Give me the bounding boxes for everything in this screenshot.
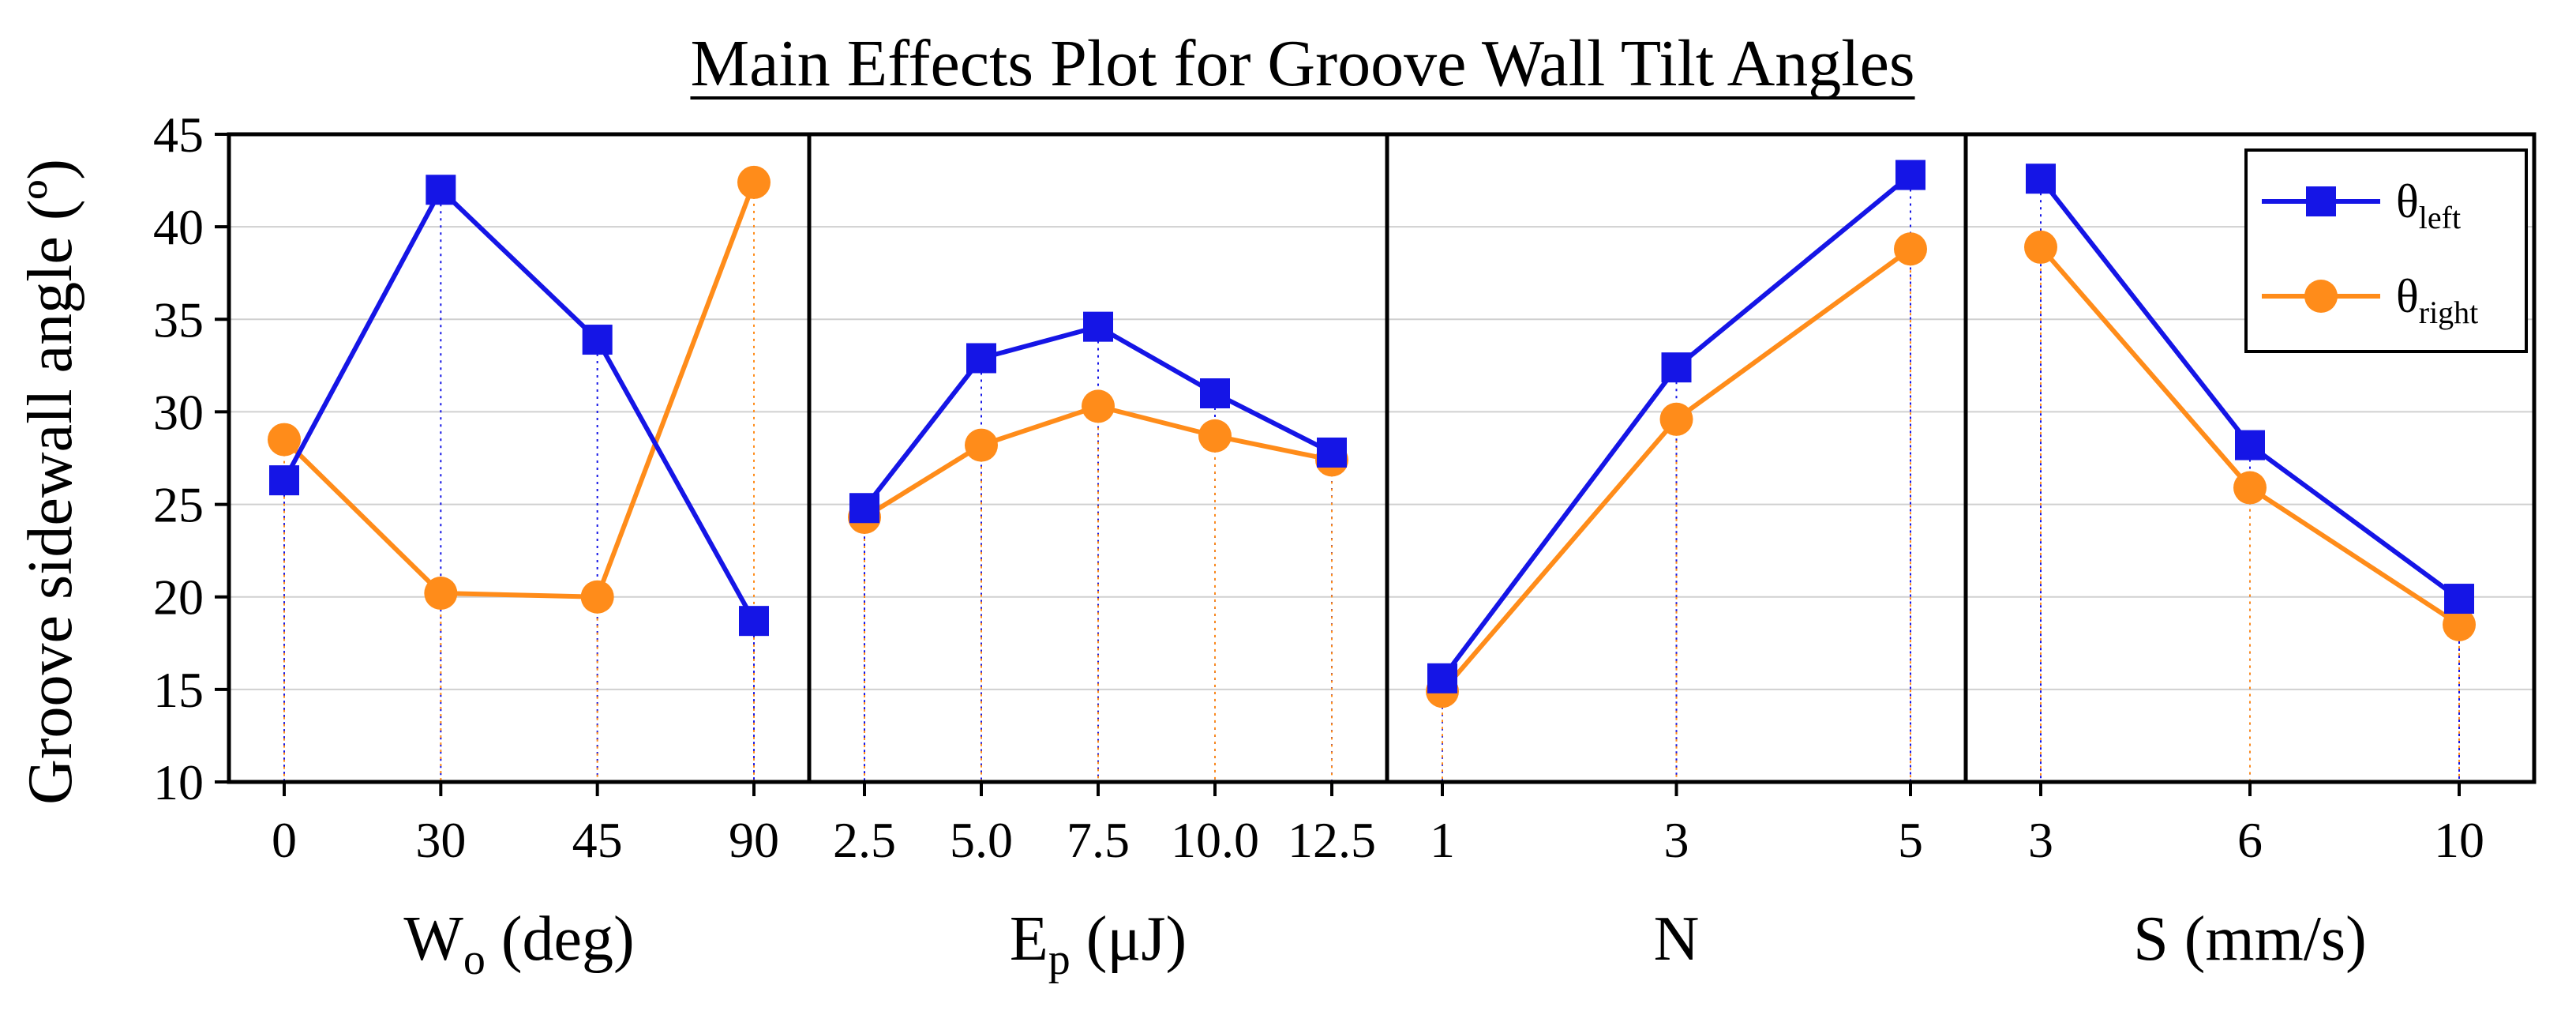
marker-n-right-2 [1894,232,1927,266]
marker-wo-right-3 [737,165,771,199]
marker-ep-left-2 [1083,311,1113,342]
y-tick-label-45: 45 [153,107,204,163]
marker-s-right-0 [2024,230,2057,264]
marker-wo-left-1 [426,175,456,205]
marker-wo-left-2 [582,325,613,355]
legend-box [2244,148,2528,353]
x-tick-label-n-1: 3 [1664,812,1689,868]
grid-layer [229,133,2534,690]
marker-wo-right-1 [424,577,458,611]
marker-ep-left-1 [966,343,996,374]
x-tick-label-wo-0: 0 [272,812,297,868]
series-line-wo-left [282,187,756,622]
y-tick-label-35: 35 [153,291,204,348]
frame-layer [215,132,2537,796]
marker-s-left-1 [2235,430,2265,460]
series-layer [268,160,2476,708]
legend: θleft θright [2244,148,2528,353]
series-line-wo-right [282,181,756,599]
x-axis-label-ep: Ep (μJ) [1010,904,1187,984]
x-tick-label-wo-2: 45 [572,812,623,868]
y-tick-label-10: 10 [153,754,204,810]
drop-lines-layer [283,175,2460,782]
x-axis-label-wo: Wo (deg) [403,904,634,984]
marker-n-left-1 [1661,352,1692,383]
marker-s-left-2 [2444,584,2474,614]
marker-ep-right-1 [965,428,998,462]
x-tick-label-ep-2: 7.5 [1067,812,1130,868]
marker-n-left-0 [1427,663,1457,693]
x-tick-label-ep-0: 2.5 [833,812,896,868]
marker-n-left-2 [1895,160,1925,190]
y-tick-label-20: 20 [153,569,204,626]
marker-wo-left-3 [739,606,769,637]
x-tick-label-s-0: 3 [2028,812,2053,868]
x-tick-label-s-2: 10 [2434,812,2484,868]
legend-label-right: θright [2396,270,2478,330]
x-tick-label-ep-1: 5.0 [950,812,1013,868]
y-axis-label: Groove sidewall angle (º) [16,159,85,805]
x-tick-label-wo-3: 90 [729,812,779,868]
marker-s-right-1 [2233,471,2267,505]
y-tick-label-15: 15 [153,662,204,718]
marker-wo-right-2 [580,580,614,614]
marker-ep-right-2 [1082,389,1115,423]
marker-ep-left-3 [1200,378,1230,408]
marker-s-right-2 [2443,607,2476,641]
x-axis-label-n: N [1654,904,1700,974]
marker-ep-left-0 [849,493,879,524]
x-tick-label-s-1: 6 [2237,812,2263,868]
x-tick-label-n-2: 5 [1898,812,1923,868]
x-tick-label-ep-3: 10.0 [1171,812,1259,868]
legend-marker-right [2304,280,2338,313]
text-layer: Main Effects Plot for Groove Wall Tilt A… [16,27,2484,984]
marker-ep-right-3 [1198,419,1232,453]
y-tick-label-40: 40 [153,199,204,255]
legend-label-left: θleft [2396,175,2461,235]
y-tick-label-25: 25 [153,477,204,533]
x-tick-label-n-0: 1 [1430,812,1455,868]
legend-marker-left [2306,186,2336,216]
chart-title: Main Effects Plot for Groove Wall Tilt A… [690,27,1914,100]
x-axis-label-s: S (mm/s) [2133,904,2367,974]
marker-wo-right-0 [268,423,301,457]
x-tick-label-ep-4: 12.5 [1288,812,1376,868]
marker-n-right-1 [1659,402,1693,436]
marker-s-left-0 [2026,163,2056,194]
y-tick-label-30: 30 [153,384,204,440]
plot-frame [227,132,2537,784]
marker-ep-left-4 [1317,437,1347,468]
x-tick-label-wo-1: 30 [415,812,466,868]
marker-wo-left-0 [269,465,299,496]
